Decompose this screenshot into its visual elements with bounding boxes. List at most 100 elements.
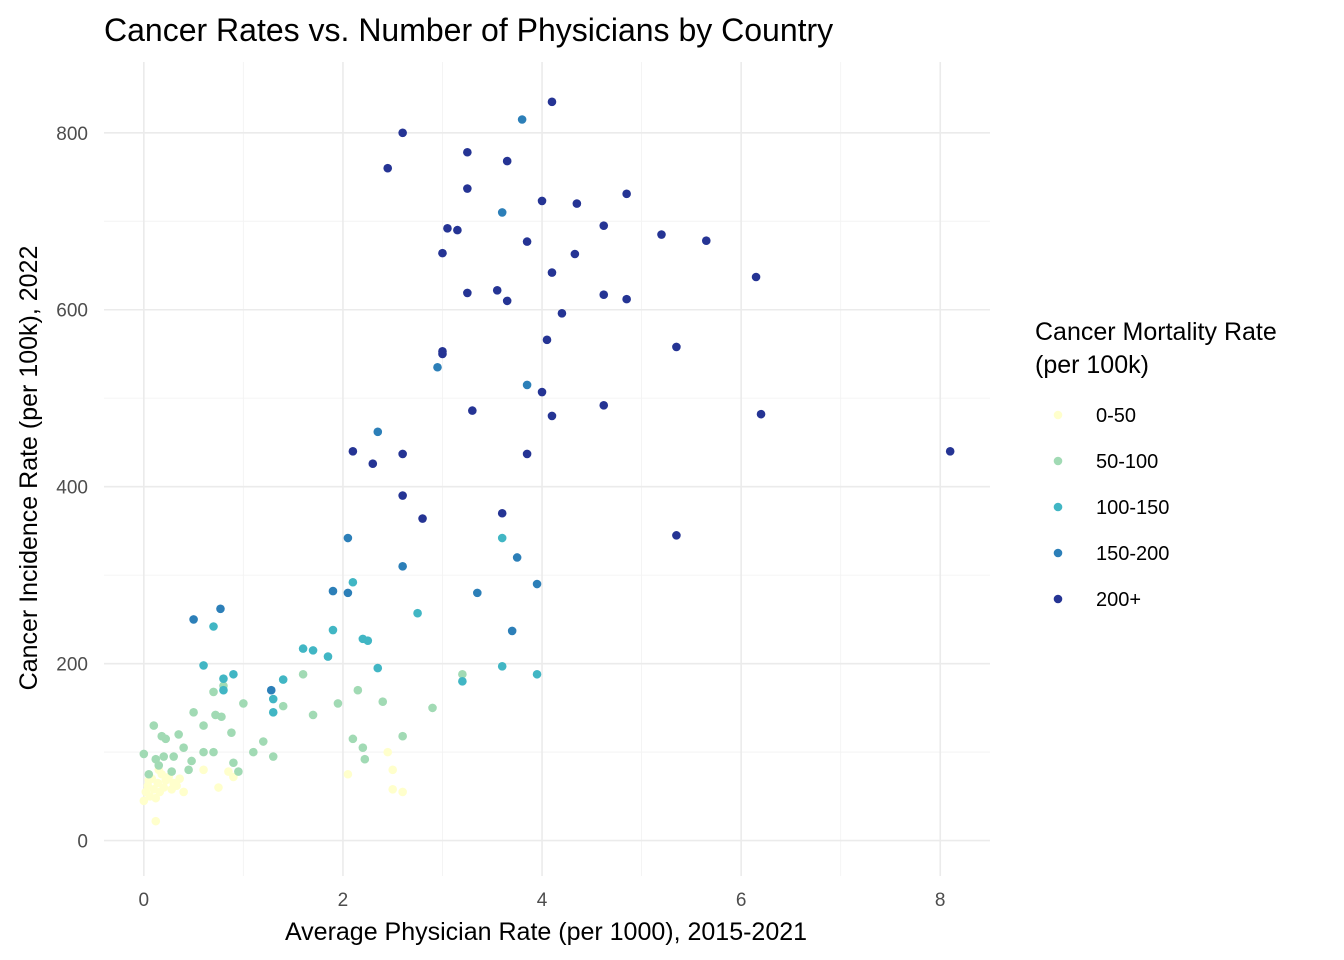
data-point [139,749,149,759]
data-point [328,586,338,596]
data-point [599,221,609,230]
data-point [308,710,318,720]
data-point [502,156,512,166]
grid-lines [104,62,990,876]
data-point [268,694,278,704]
data-point [438,248,447,258]
data-point [249,747,258,757]
data-point [557,308,567,318]
data-point [179,787,188,797]
y-tick-label: 400 [56,478,88,499]
data-point [433,362,442,372]
legend-key [1053,594,1063,604]
legend-title-line-1: Cancer Mortality Rate [1035,318,1277,346]
data-point [378,697,388,706]
y-tick-label: 200 [56,655,88,676]
data-point [547,97,557,107]
data-point [418,514,427,523]
data-point [199,747,208,757]
data-point [234,767,243,776]
data-point [413,608,422,618]
data-point [151,816,161,826]
data-point [438,347,447,356]
legend-key [1053,502,1063,512]
data-point [167,767,176,776]
legend-label: 100-150 [1096,497,1169,519]
data-point [360,754,370,764]
data-point [398,731,407,741]
data-point [169,752,178,761]
data-point [657,230,666,239]
data-points [139,97,955,826]
data-point [388,784,397,794]
data-point [179,743,188,753]
legend-label: 50-100 [1096,451,1158,473]
data-point [209,747,218,757]
data-point [672,342,681,352]
data-point [151,793,161,803]
data-point [144,769,154,779]
legend-key [1053,410,1063,420]
data-point [398,449,407,459]
data-point [751,272,761,282]
data-point [373,427,383,437]
data-point [517,115,527,124]
data-point [258,737,268,746]
data-point [572,199,582,208]
x-tick-label: 2 [338,890,349,911]
y-tick-label: 0 [77,832,88,853]
data-point [217,712,226,722]
legend-label: 0-50 [1096,405,1136,427]
legend: Cancer Mortality Rate (per 100k) 0-50 50-… [1035,318,1277,611]
data-point [144,776,154,785]
x-tick-label: 8 [935,890,946,911]
y-tick-label: 600 [56,301,88,322]
data-point [497,508,507,518]
data-point [353,685,363,695]
data-point [622,189,631,199]
data-point [570,249,580,259]
data-point [443,224,452,233]
data-point [497,662,507,671]
data-point [209,622,218,631]
data-point [308,646,318,655]
data-point [532,669,542,679]
data-point [599,400,609,410]
data-point [214,783,223,792]
legend-title-line-2: (per 100k) [1035,351,1149,379]
data-point [323,652,333,661]
data-point [278,675,288,684]
data-point [268,752,278,761]
data-point [542,335,552,345]
data-point [547,411,557,421]
data-point [756,409,766,419]
data-point [388,765,397,775]
data-point [172,781,181,791]
data-point [184,765,193,775]
chart-title: Cancer Rates vs. Number of Physicians by… [104,12,833,48]
data-point [189,615,198,624]
data-point [159,783,169,792]
y-tick-label: 800 [56,124,88,145]
data-point [328,625,338,635]
data-point [547,268,557,277]
data-point [333,699,343,708]
data-point [229,669,238,679]
data-point [522,237,532,246]
data-point [672,531,681,540]
data-point [537,387,547,397]
data-point [348,734,358,744]
data-point [532,579,542,589]
y-tick-labels: 0 200 400 600 800 [56,124,88,853]
data-point [497,208,507,217]
data-point [159,752,169,761]
y-axis-label: Cancer Incidence Rate (per 100k), 2022 [15,246,43,691]
data-point [229,758,238,768]
data-point [175,774,184,783]
data-point [502,296,512,306]
data-point [154,761,164,770]
data-point [227,728,236,737]
data-point [348,447,358,456]
legend-items: 0-50 50-100 100-150 150-200 200+ [1053,405,1169,611]
data-point [383,747,393,757]
